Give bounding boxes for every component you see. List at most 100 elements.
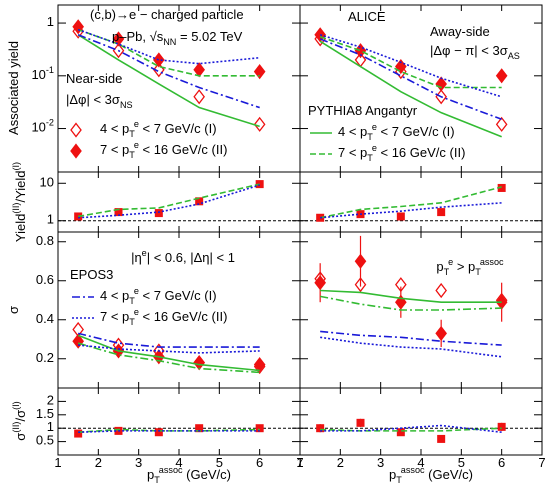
text-run: < 16 GeV/c (II) <box>139 309 228 324</box>
text-run: 4 <box>417 455 424 470</box>
text-run: T <box>129 317 135 327</box>
model-line <box>320 186 502 219</box>
text-run: | < 0.6, |Δη| < 1 <box>147 250 235 265</box>
text-run: 3 <box>135 455 142 470</box>
text-run: T <box>367 132 373 142</box>
x-tick-label: 5 <box>216 455 223 470</box>
text-run: 0.8 <box>36 233 54 248</box>
panel <box>299 171 543 233</box>
legend-label: 7 < pTe < 16 GeV/c (II) <box>100 307 227 327</box>
data-point <box>435 325 447 341</box>
model-line <box>320 336 502 358</box>
text-run: |Δφ| < 3σ <box>66 92 120 107</box>
text-run: Associated yield <box>6 41 21 135</box>
data-point <box>74 429 83 438</box>
text-run: (GeV/c) <box>183 467 231 482</box>
text-run: T <box>475 267 481 277</box>
text-run: 0.6 <box>36 272 54 287</box>
text-run: assoc <box>480 257 504 267</box>
text-run: > p <box>453 259 475 274</box>
text-run: 7 < p <box>100 309 129 324</box>
model-line <box>320 295 502 311</box>
text-run: Away-side <box>430 24 490 39</box>
data-point <box>354 277 367 293</box>
y-tick-label: 0.8 <box>36 233 54 248</box>
annotation: (c,b)→e − charged particle <box>90 7 244 22</box>
text-run: 5 <box>458 455 465 470</box>
text-run: 0.5 <box>36 433 54 448</box>
model-line <box>320 330 502 346</box>
text-run: Near-side <box>66 71 122 86</box>
panel: 0.20.40.60.8σ|ηe| < 0.6, |Δη| < 1EPOS34 … <box>6 231 301 389</box>
text-run: p <box>436 259 443 274</box>
text-run: T <box>154 475 160 485</box>
plot-frame <box>299 387 543 456</box>
text-run: -1 <box>46 65 54 75</box>
text-run: T <box>396 475 402 485</box>
annotation: |Δφ − π| < 3σAS <box>430 43 520 61</box>
data-point <box>193 355 205 371</box>
x-axis-label: pTassoc (GeV/c) <box>389 465 473 485</box>
model-line <box>77 342 260 374</box>
model-line <box>319 38 502 121</box>
data-point <box>495 68 508 84</box>
text-run: NS <box>120 100 133 110</box>
text-run: 4 < p <box>338 124 367 139</box>
y-tick-label: 1 <box>47 14 54 29</box>
panel: ALICE Away-side |Δφ − π| < 3σAS PYTHIA8 Ang… <box>299 4 543 173</box>
text-run: e <box>134 286 139 296</box>
text-run: (I) <box>11 401 21 410</box>
text-run: p–Pb, √s <box>112 29 164 44</box>
y-axis-label: Yield(II)/Yield(I) <box>11 162 28 242</box>
panel: 1 10 Yield(II)/Yield(I) <box>11 162 301 242</box>
data-point <box>195 197 204 206</box>
text-run: < 16 GeV/c (II) <box>377 145 466 160</box>
panel: pTe > pTassoc <box>299 231 543 389</box>
annotation: Near-side <box>66 71 122 86</box>
text-run: T <box>129 296 135 306</box>
text-run: 1 <box>47 212 54 227</box>
data-point <box>314 275 326 291</box>
text-run: 4 <box>175 455 182 470</box>
data-point <box>255 180 264 189</box>
model-line <box>78 184 260 219</box>
legend-marker <box>70 122 82 138</box>
y-tick-label: 10-2 <box>31 118 54 135</box>
data-point <box>195 424 204 433</box>
text-run: 2 <box>337 455 344 470</box>
x-tick-label: 2 <box>337 455 344 470</box>
y-tick-label: 2 <box>47 393 54 408</box>
text-run: AS <box>508 51 520 61</box>
annotation: ALICE <box>348 9 386 24</box>
y-tick-label: 0.5 <box>36 433 54 448</box>
text-run: e <box>134 307 139 317</box>
y-tick-label: 1.5 <box>36 406 54 421</box>
data-point <box>154 428 163 437</box>
data-point <box>354 253 367 269</box>
data-point <box>154 209 163 218</box>
model-line <box>319 40 502 138</box>
legend-title: PYTHIA8 Angantyr <box>308 103 418 118</box>
text-run: 0.4 <box>36 311 54 326</box>
text-run: 7 <box>296 455 303 470</box>
y-axis-label: σ <box>6 306 21 314</box>
plot-frame <box>57 171 301 233</box>
text-run: < 7 GeV/c (I) <box>139 121 217 136</box>
x-tick-label: 3 <box>377 455 384 470</box>
plot-frame <box>57 387 301 456</box>
x-axis-label: pTassoc (GeV/c) <box>147 465 231 485</box>
text-run: < 7 GeV/c (I) <box>139 288 217 303</box>
text-run: 10 <box>31 120 45 135</box>
model-line <box>77 34 260 109</box>
data-point <box>396 212 405 221</box>
text-run: (II) <box>11 203 21 214</box>
x-tick-label: 6 <box>498 455 505 470</box>
text-run: 7 <box>538 455 545 470</box>
text-run: |Δφ − π| < 3σ <box>430 43 508 58</box>
model-line <box>77 332 260 348</box>
text-run: 2 <box>95 455 102 470</box>
text-run: < 16 GeV/c (II) <box>139 142 228 157</box>
text-run: e <box>134 119 139 129</box>
model-line <box>77 334 260 372</box>
